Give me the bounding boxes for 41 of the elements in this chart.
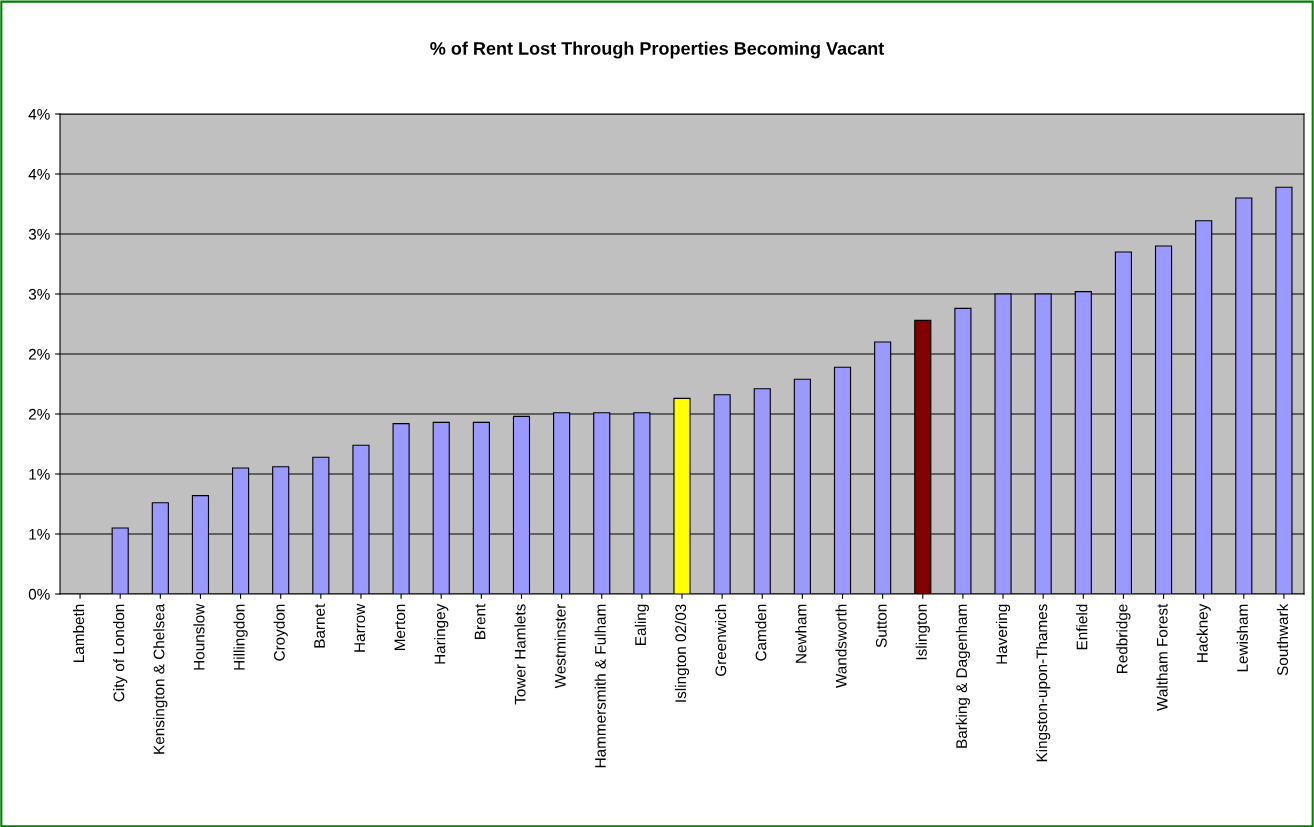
x-tick-label: Wandsworth xyxy=(835,604,847,688)
x-tick-label: Merton xyxy=(394,604,406,651)
y-tick-label: 4% xyxy=(28,168,50,180)
x-tick-label: Hounslow xyxy=(193,603,205,670)
x-tick-label: Hillingdon xyxy=(233,604,248,670)
x-tick-label: Barnet xyxy=(314,603,325,648)
x-tick-label: Hammersmith & Fulham xyxy=(594,604,606,768)
x-tick-label: Ealing xyxy=(634,604,649,645)
x-tick-label: Enfield xyxy=(1076,604,1088,650)
x-tick-label: Westminster xyxy=(554,603,566,689)
x-tick-label: Lewisham xyxy=(1236,604,1248,672)
x-tick-label: Islington xyxy=(915,604,930,660)
y-tick-label: 2% xyxy=(28,348,50,360)
x-tick-label: Waltham Forest xyxy=(1156,603,1168,711)
y-tick-label: 0% xyxy=(28,588,50,600)
x-tick-label: Camden xyxy=(755,604,767,661)
x-tick-label: Redbridge xyxy=(1116,604,1131,673)
x-tick-label: Kensington & Chelsea xyxy=(153,603,168,754)
x-tick-label: Harrow xyxy=(354,603,366,652)
x-tick-label: City of London xyxy=(113,604,128,702)
x-tick-label: Tower Hamlets xyxy=(514,604,526,705)
x-tick-label: Islington 02/03 xyxy=(674,604,690,702)
y-tick-label: 3% xyxy=(28,228,50,240)
y-tick-label: 1% xyxy=(29,528,50,540)
x-tick-label: Southwark xyxy=(1276,603,1289,676)
y-tick-label: 4% xyxy=(28,108,50,120)
x-tick-label: Lambeth xyxy=(72,604,85,662)
x-tick-label: Kingston-upon-Thames xyxy=(1036,604,1051,762)
x-tick-label: Sutton xyxy=(875,604,887,648)
chart-title: % of Rent Lost Through Properties Becoming Vacant xyxy=(430,41,885,59)
x-tick-label: Barking & Dagenham xyxy=(955,604,971,748)
x-tick-label: Haringey xyxy=(434,603,449,664)
x-tick-label: Newham xyxy=(795,604,807,663)
x-tick-label: Brent xyxy=(474,603,486,639)
x-tick-label: Greenwich xyxy=(715,604,727,676)
x-tick-label: Havering xyxy=(995,604,1011,664)
y-tick-label: 3% xyxy=(28,288,50,300)
y-tick-label: 1% xyxy=(29,468,50,480)
x-tick-label: Croydon xyxy=(273,604,288,661)
y-tick-label: 2% xyxy=(28,408,50,420)
x-tick-label: Hackney xyxy=(1196,603,1211,662)
